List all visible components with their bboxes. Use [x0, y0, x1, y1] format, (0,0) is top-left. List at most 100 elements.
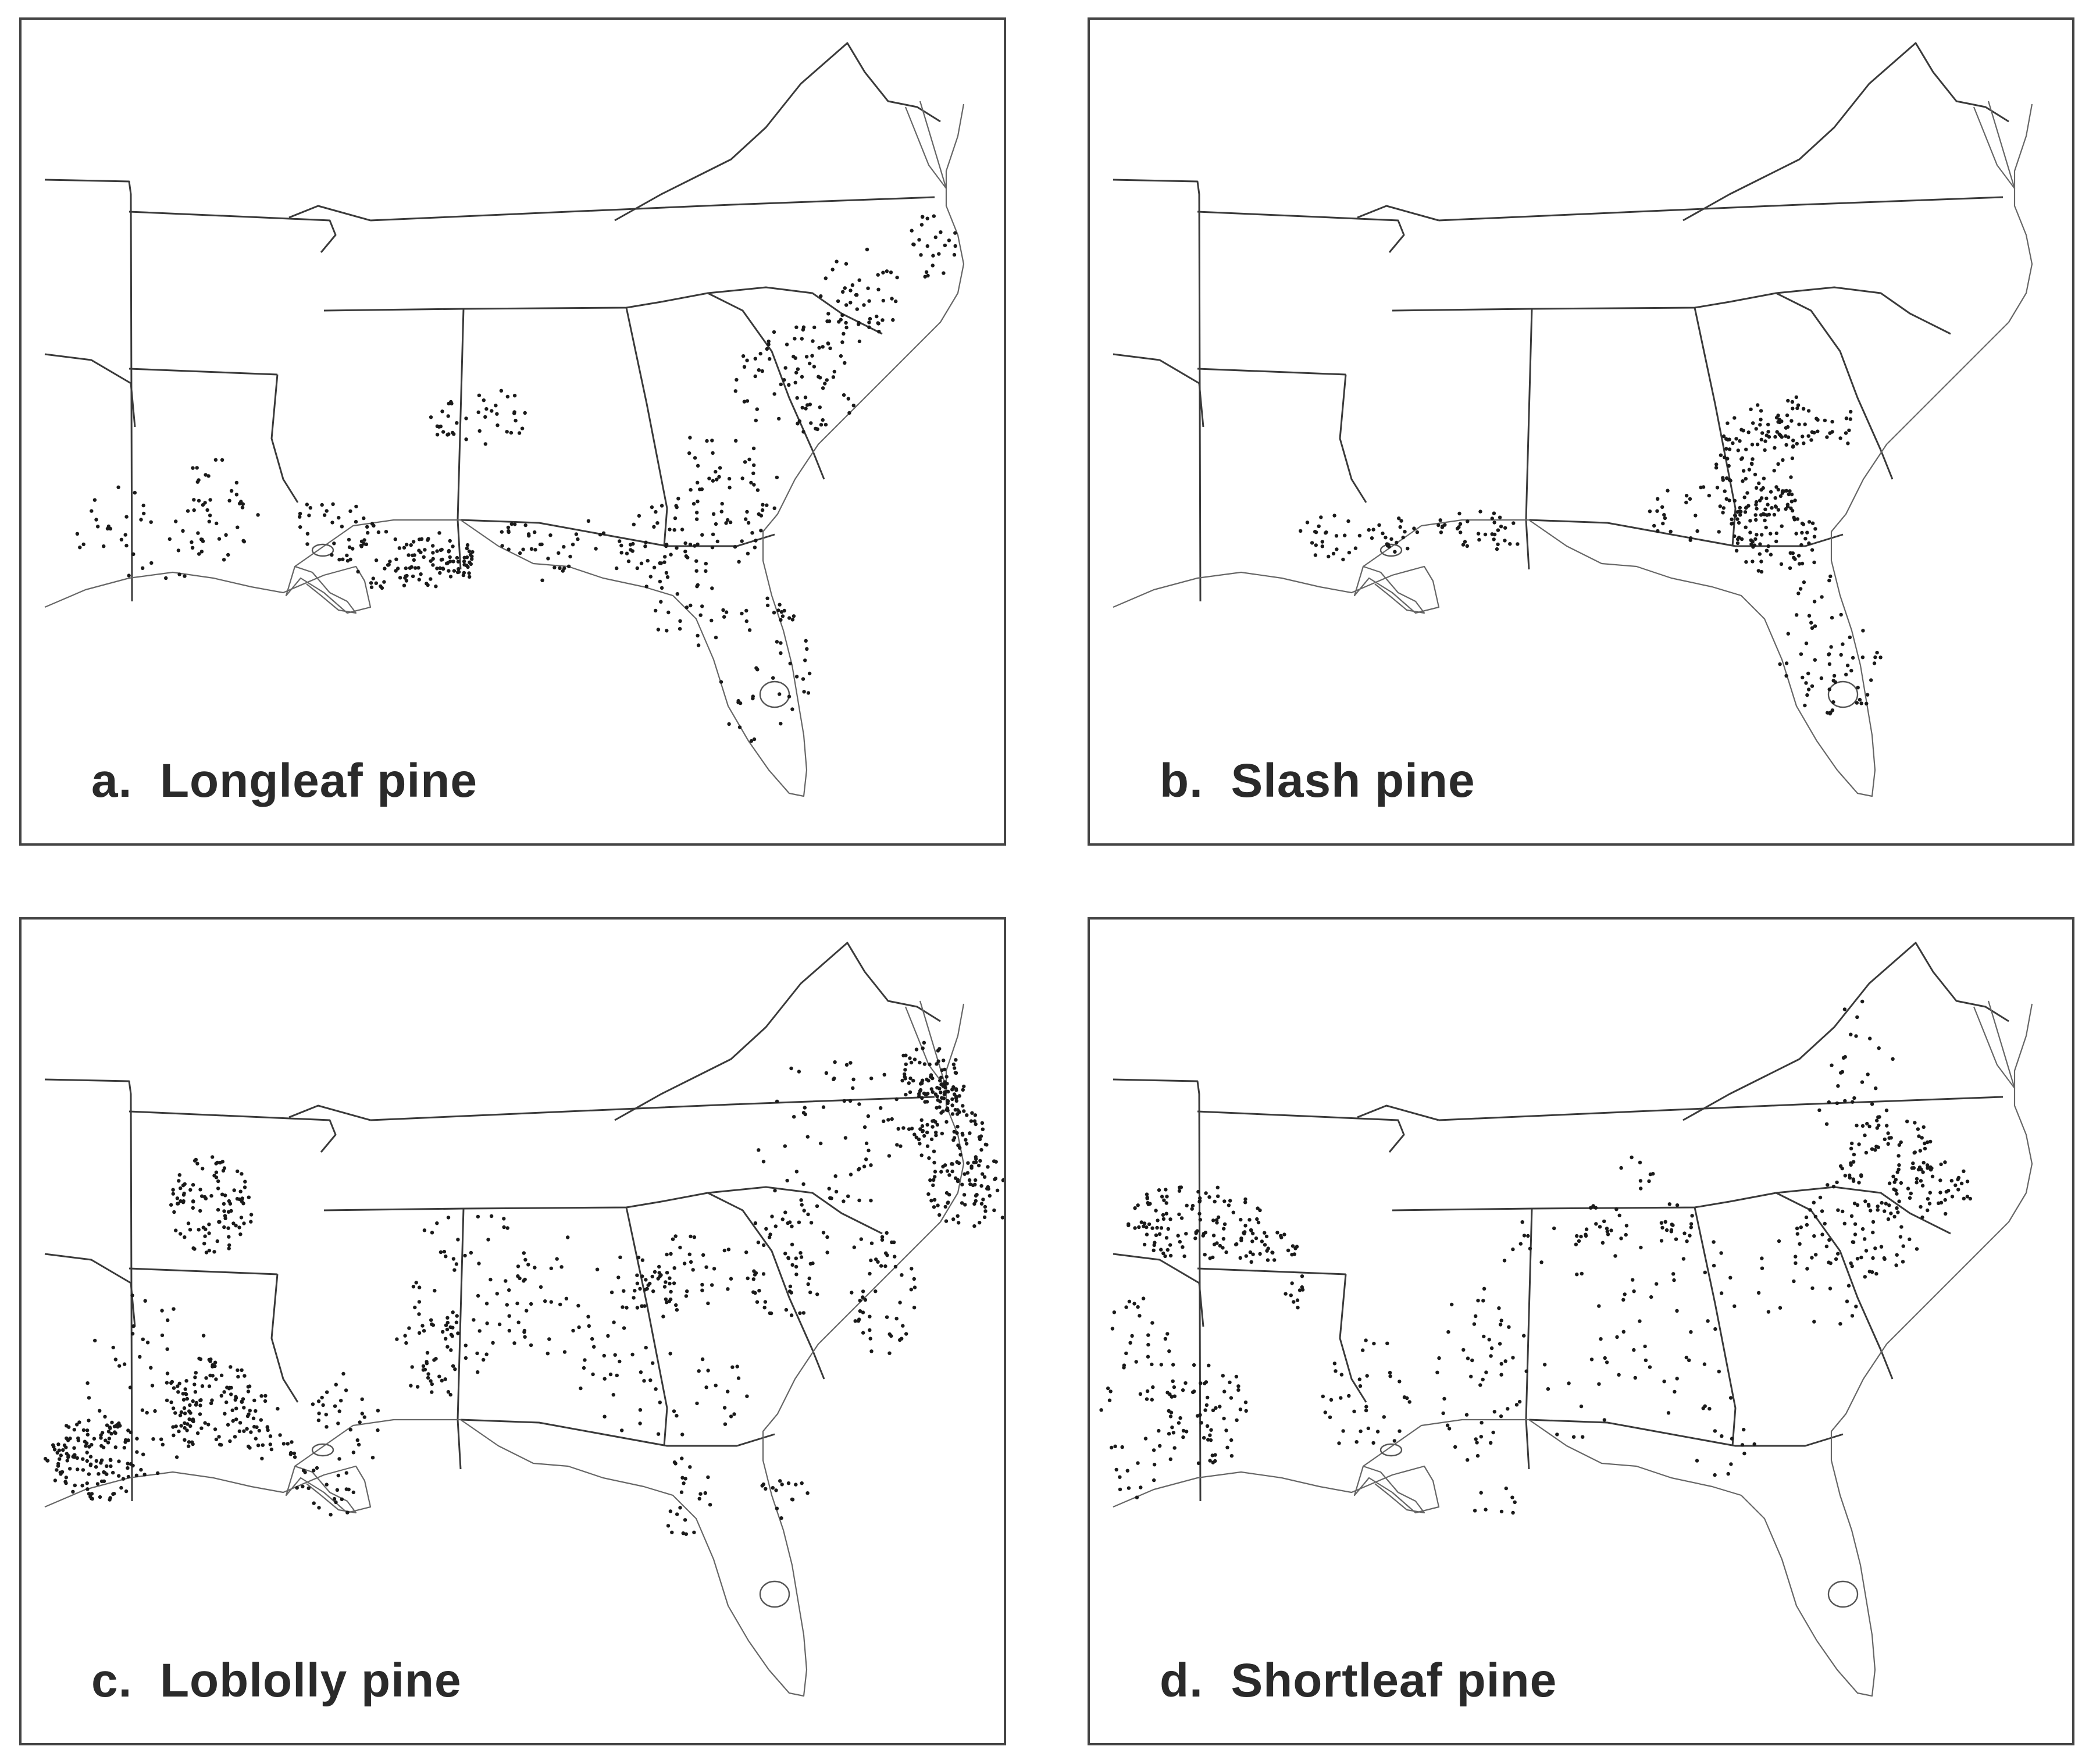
occurrence-dot [1632, 1348, 1636, 1352]
occurrence-dot [192, 1382, 197, 1387]
occurrence-dot [1675, 1309, 1679, 1313]
occurrence-dot [1938, 1191, 1942, 1195]
occurrence-dot [174, 1228, 178, 1232]
occurrence-dot [1221, 1246, 1225, 1250]
occurrence-dot [477, 1261, 481, 1266]
occurrence-dot [1574, 1242, 1578, 1246]
occurrence-dot [978, 1221, 982, 1225]
occurrence-dot [993, 1177, 998, 1181]
occurrence-dot [111, 1345, 115, 1350]
occurrence-dot [960, 1201, 964, 1205]
occurrence-dot [242, 1406, 246, 1410]
occurrence-dot [714, 635, 718, 640]
occurrence-dot [242, 540, 246, 544]
occurrence-dot [953, 231, 957, 235]
occurrence-dot [787, 1220, 792, 1224]
occurrence-dot [1809, 438, 1813, 442]
occurrence-dot [843, 361, 847, 365]
occurrence-dot [1228, 1380, 1232, 1384]
occurrence-dot [201, 1334, 206, 1338]
occurrence-dot [1695, 529, 1699, 533]
occurrence-dot [409, 1384, 413, 1388]
occurrence-dot [1875, 650, 1879, 655]
occurrence-dot [823, 382, 827, 386]
occurrence-dot [1158, 1444, 1162, 1448]
occurrence-dot [1779, 562, 1784, 566]
occurrence-dot [176, 548, 181, 553]
occurrence-dot [807, 1276, 811, 1281]
occurrence-dot [455, 421, 459, 425]
occurrence-dot [564, 1296, 569, 1300]
occurrence-dot [444, 1255, 448, 1259]
occurrence-dot [804, 407, 808, 411]
occurrence-dot [1163, 1254, 1167, 1259]
occurrence-dot [923, 1092, 928, 1096]
occurrence-dot [1138, 1314, 1142, 1318]
occurrence-dot [467, 549, 472, 554]
occurrence-dot [1805, 693, 1809, 697]
occurrence-dot [882, 1072, 886, 1077]
occurrence-dot [1807, 614, 1812, 618]
occurrence-dot [1824, 1122, 1829, 1126]
occurrence-dot [1441, 524, 1445, 528]
occurrence-dot [743, 460, 747, 464]
occurrence-dot [639, 1370, 643, 1374]
occurrence-dot [248, 1409, 252, 1413]
occurrence-dot [1170, 1395, 1174, 1399]
occurrence-dot [673, 516, 678, 521]
occurrence-dot [1823, 418, 1827, 423]
map-panel-loblolly: c. Loblolly pine [19, 917, 1006, 1745]
occurrence-dot [85, 1451, 89, 1455]
occurrence-dot [1859, 701, 1863, 705]
occurrence-dot [1290, 1281, 1294, 1285]
occurrence-dot [1784, 434, 1788, 438]
occurrence-dot [755, 488, 760, 492]
occurrence-dot [191, 1417, 195, 1421]
occurrence-dot [429, 415, 433, 419]
occurrence-dot [986, 1165, 990, 1169]
occurrence-dot [1662, 513, 1666, 517]
occurrence-dot [240, 1199, 244, 1203]
occurrence-dot [236, 1368, 240, 1373]
occurrence-dot [1334, 534, 1339, 538]
occurrence-dot [101, 1445, 106, 1449]
occurrence-dot [1384, 536, 1388, 540]
occurrence-dot [183, 1182, 187, 1186]
occurrence-dot [794, 675, 799, 679]
occurrence-dot [1510, 1495, 1514, 1499]
lake-pontchartrain [311, 1443, 334, 1457]
occurrence-dot [1728, 1275, 1732, 1280]
occurrence-dot [1662, 1380, 1666, 1384]
occurrence-dot [1912, 1166, 1916, 1170]
occurrence-dot [1222, 1222, 1227, 1226]
occurrence-dot [190, 546, 195, 550]
occurrence-dot [1469, 1374, 1473, 1378]
occurrence-dot [1179, 1185, 1183, 1189]
occurrence-dot [337, 558, 341, 562]
occurrence-dot [750, 531, 754, 535]
occurrence-dot [863, 1298, 868, 1302]
occurrence-dot [142, 1473, 147, 1477]
occurrence-dot [879, 1106, 883, 1110]
occurrence-dot [1341, 1429, 1345, 1433]
occurrence-dot [171, 1192, 175, 1196]
occurrence-dot [81, 1468, 85, 1472]
occurrence-dot [344, 1388, 348, 1392]
occurrence-dot [201, 1167, 205, 1171]
occurrence-dot [1863, 1133, 1867, 1138]
occurrence-dot [1857, 1181, 1861, 1185]
occurrence-dot [1142, 1224, 1146, 1228]
occurrence-dot [1802, 580, 1806, 585]
occurrence-dot [640, 1304, 644, 1308]
occurrence-dot [521, 547, 525, 551]
occurrence-dot [692, 1530, 696, 1534]
occurrence-dot [1922, 1160, 1926, 1165]
occurrence-dot [472, 1318, 476, 1322]
occurrence-dot [1239, 1217, 1243, 1222]
map-panel-shortleaf: d. Shortleaf pine [1088, 917, 2074, 1745]
occurrence-dot [1250, 1239, 1254, 1243]
occurrence-dot [1154, 1209, 1158, 1213]
occurrence-dot [1296, 1306, 1300, 1310]
occurrence-dot [929, 1137, 934, 1142]
occurrence-dot [1778, 494, 1783, 498]
